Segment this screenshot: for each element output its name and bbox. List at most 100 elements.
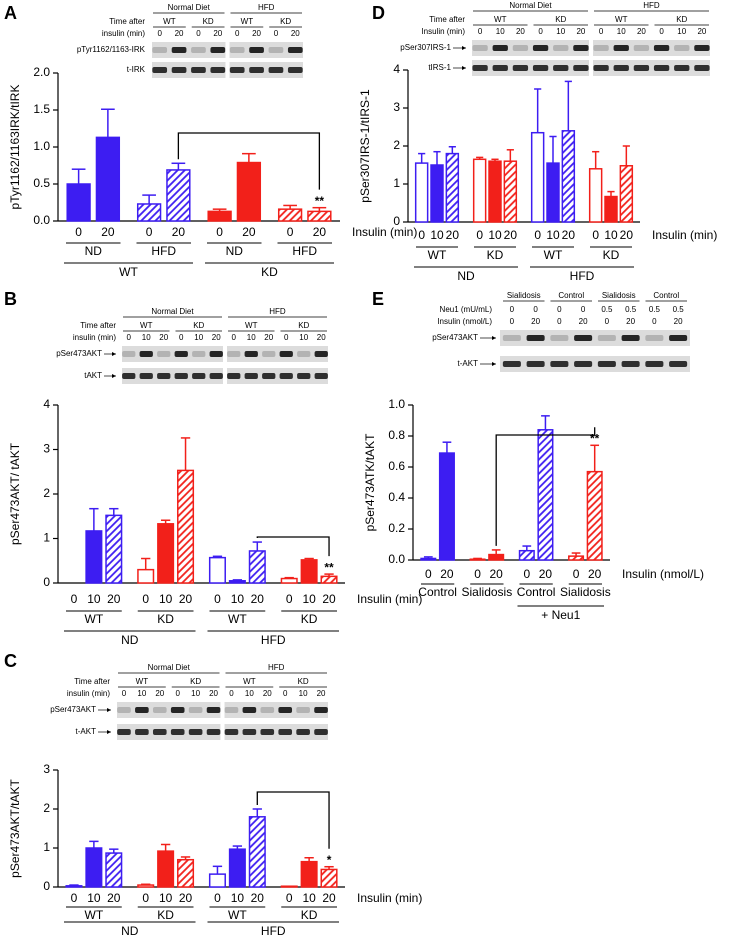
bar bbox=[177, 469, 195, 584]
blot-band bbox=[242, 729, 257, 735]
blot-band bbox=[262, 351, 276, 357]
blot-band bbox=[512, 45, 529, 51]
blot-lane-label: 10 bbox=[496, 27, 505, 36]
blot-group-label: KD bbox=[298, 677, 309, 686]
blot-row-label: t-AKT bbox=[458, 359, 479, 368]
blot-band bbox=[492, 45, 508, 51]
x-tick-label: 0 bbox=[142, 891, 149, 905]
blot-image bbox=[500, 330, 548, 346]
blot-image bbox=[152, 62, 226, 78]
blot-band bbox=[314, 707, 328, 713]
group-label: HFD bbox=[151, 244, 176, 258]
blot-band bbox=[174, 351, 188, 357]
group-label: WT bbox=[228, 908, 247, 922]
blot-lane-label: 10 bbox=[677, 27, 686, 36]
bar bbox=[320, 575, 338, 584]
bar bbox=[280, 885, 298, 888]
blot-group-label: Control bbox=[558, 291, 584, 300]
y-tick-label: 0 bbox=[43, 879, 50, 893]
blot-image bbox=[122, 368, 223, 384]
group-label: WT bbox=[544, 248, 563, 262]
blot-header-label: Time after bbox=[74, 677, 110, 686]
x-tick-label: 10 bbox=[546, 228, 560, 242]
bar bbox=[208, 556, 226, 584]
blot-arrow-head bbox=[492, 362, 496, 366]
blot-lane-label: 0 bbox=[157, 29, 162, 38]
y-tick-label: 0.0 bbox=[33, 213, 50, 227]
blot-band bbox=[227, 351, 241, 357]
blot-band bbox=[122, 373, 136, 379]
bar bbox=[300, 559, 318, 584]
blot-image bbox=[227, 346, 328, 362]
x-tick-label: 20 bbox=[620, 228, 634, 242]
blot-lane-label: 0 bbox=[581, 305, 586, 314]
outer-group-label: ND bbox=[121, 924, 139, 938]
x-tick-label: 10 bbox=[604, 228, 618, 242]
x-tick-label: 0 bbox=[523, 567, 530, 581]
blot-band bbox=[242, 707, 257, 713]
x-tick-label: 0 bbox=[425, 567, 432, 581]
x-tick-label: 10 bbox=[87, 891, 101, 905]
y-tick-label: 1.0 bbox=[33, 139, 50, 153]
blot-lane-label: 20 bbox=[674, 317, 683, 326]
blot-lane-label: 10 bbox=[142, 333, 151, 342]
outer-group-label: HFD bbox=[261, 633, 286, 647]
blot-band bbox=[512, 65, 529, 71]
blot-band bbox=[553, 45, 569, 51]
blot-header-label: insulin (min) bbox=[102, 29, 145, 38]
x-tick-label: 20 bbox=[313, 225, 327, 239]
group-label: Control bbox=[517, 585, 556, 599]
blot-row-label: pSer473AKT bbox=[56, 349, 102, 358]
comparison-bracket bbox=[177, 132, 321, 190]
blot-image bbox=[229, 42, 303, 58]
blot-band bbox=[472, 65, 488, 71]
blot-lane-label: 20 bbox=[155, 689, 164, 698]
x-axis-label: Insulin (min) bbox=[357, 891, 422, 905]
blot-image bbox=[595, 356, 643, 372]
bar bbox=[65, 885, 83, 888]
blot-band bbox=[314, 351, 328, 357]
blot-arrow-head bbox=[462, 66, 466, 70]
x-tick-label: 20 bbox=[504, 228, 518, 242]
blot-group-label: Control bbox=[653, 291, 679, 300]
blot-band bbox=[314, 729, 328, 735]
blot-band bbox=[152, 729, 167, 735]
blot-lane-label: 20 bbox=[516, 27, 525, 36]
y-axis-label: pSer473ATK/tAKT bbox=[363, 433, 377, 531]
bar bbox=[300, 860, 318, 888]
panel-letter: E bbox=[372, 289, 384, 309]
blot-row-label: tIRS-1 bbox=[428, 63, 451, 72]
blot-band bbox=[122, 351, 136, 357]
blot-group-label: Normal Diet bbox=[509, 1, 552, 10]
bar bbox=[561, 130, 576, 223]
blot-band bbox=[532, 65, 549, 71]
panel-letter: C bbox=[4, 651, 17, 671]
bar bbox=[208, 873, 226, 888]
blot-band bbox=[613, 45, 629, 51]
bar bbox=[136, 203, 162, 222]
blot-band bbox=[171, 67, 187, 73]
blot-lane-label: 20 bbox=[209, 689, 218, 698]
blot-lane-label: 20 bbox=[159, 333, 168, 342]
x-tick-label: 0 bbox=[534, 228, 541, 242]
bar bbox=[586, 470, 603, 561]
y-tick-label: 4 bbox=[43, 397, 50, 411]
blot-band bbox=[492, 65, 508, 71]
x-tick-label: 0 bbox=[214, 592, 221, 606]
bar bbox=[546, 162, 560, 223]
blot-band bbox=[296, 707, 310, 713]
blot-header-label: Time after bbox=[109, 17, 145, 26]
y-tick-label: 1.0 bbox=[388, 397, 405, 411]
blot-lane-label: 0 bbox=[538, 27, 543, 36]
blot-image bbox=[227, 368, 328, 384]
blot-header-label: insulin (min) bbox=[67, 689, 110, 698]
blot-band bbox=[669, 361, 688, 367]
blot-lane-label: 0.5 bbox=[649, 305, 661, 314]
y-tick-label: 1.5 bbox=[33, 102, 50, 116]
blot-lane-label: 20 bbox=[264, 333, 273, 342]
blot-lane-label: 0 bbox=[659, 27, 664, 36]
bar bbox=[445, 152, 460, 223]
blot-band bbox=[279, 373, 293, 379]
blot-band bbox=[224, 729, 239, 735]
blot-lane-label: 10 bbox=[299, 333, 308, 342]
